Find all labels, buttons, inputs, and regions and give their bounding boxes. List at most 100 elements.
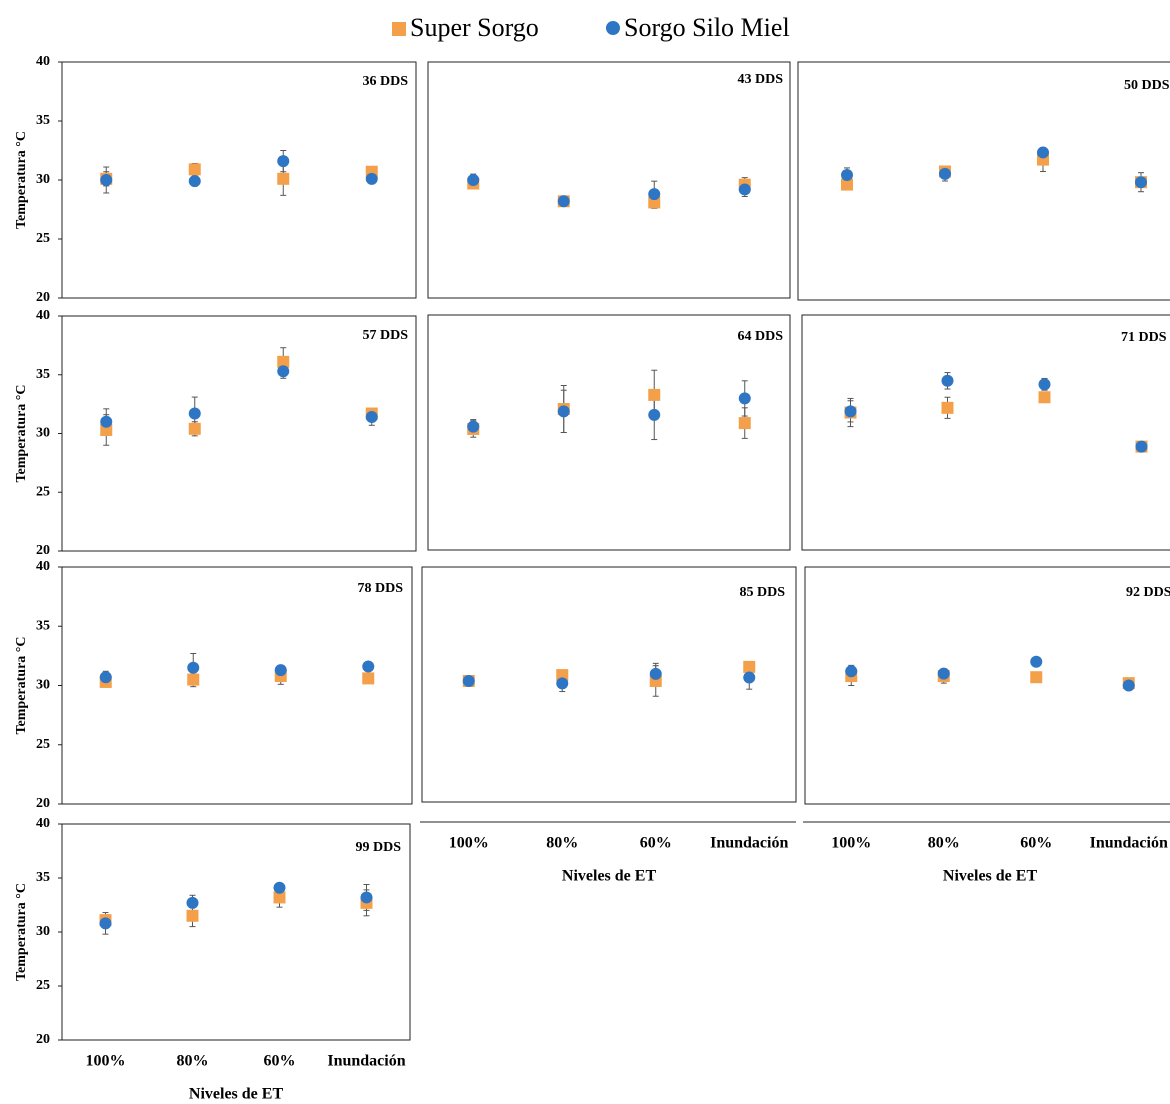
point [649, 667, 662, 680]
point [99, 917, 112, 930]
x-tick-label: Inundación [710, 835, 788, 852]
panel-title: 43 DDS [737, 72, 783, 87]
point [939, 167, 951, 180]
y-tick-label: 40 [36, 559, 50, 574]
point [273, 881, 286, 894]
point [556, 669, 569, 682]
legend-label: Super Sorgo [410, 13, 539, 42]
point [743, 671, 756, 684]
y-tick-label: 40 [36, 816, 50, 831]
point [648, 408, 661, 421]
y-axis-label: Temperatura °C [14, 883, 29, 981]
plot-frame [804, 566, 1170, 805]
y-tick-label: 40 [36, 54, 50, 69]
x-tick-label: 80% [928, 835, 960, 852]
legend-swatch [606, 21, 620, 35]
y-tick-label: 25 [36, 231, 50, 246]
plot-frame [427, 61, 791, 299]
plot-frame [797, 61, 1170, 301]
x-tick-label: Inundación [327, 1053, 405, 1070]
point [187, 661, 200, 674]
x-tick-label: 60% [1020, 835, 1052, 852]
y-tick-label: 25 [36, 978, 50, 993]
legend-label: Sorgo Silo Miel [624, 13, 790, 42]
panel-title: 64 DDS [737, 329, 783, 344]
point [738, 417, 751, 430]
point [1038, 378, 1051, 391]
y-tick-label: 35 [36, 618, 50, 633]
point [274, 664, 287, 677]
point [738, 392, 751, 405]
point [941, 374, 954, 387]
x-tick-label: 100% [831, 835, 871, 852]
point [462, 674, 475, 687]
point [557, 195, 570, 208]
point [188, 175, 201, 188]
point [844, 405, 857, 418]
y-tick-label: 35 [36, 113, 50, 128]
x-axis-label: Niveles de ET [189, 1086, 284, 1103]
y-axis-label: Temperatura °C [14, 131, 29, 229]
point [362, 660, 375, 673]
point [1122, 679, 1135, 692]
point [845, 665, 858, 678]
point [1135, 176, 1147, 189]
point [100, 174, 113, 186]
y-axis-label: Temperatura °C [14, 636, 29, 734]
y-tick-label: 35 [36, 367, 50, 382]
y-tick-label: 20 [36, 796, 50, 811]
y-tick-label: 20 [36, 1032, 50, 1047]
plot-frame [801, 314, 1170, 551]
point [941, 401, 954, 414]
point [99, 671, 112, 684]
legend-swatch [392, 22, 406, 36]
point [186, 896, 199, 909]
point [362, 672, 375, 685]
point [360, 891, 373, 904]
x-tick-label: Inundación [1090, 835, 1168, 852]
x-tick-label: 100% [86, 1053, 126, 1070]
panel-title: 50 DDS [1124, 78, 1170, 93]
point [648, 388, 661, 401]
x-axis-label: Niveles de ET [562, 868, 657, 885]
point [937, 667, 950, 680]
panel-title: 57 DDS [362, 328, 408, 343]
point [467, 420, 480, 433]
x-axis-label: Niveles de ET [943, 868, 1038, 885]
y-tick-label: 40 [36, 308, 50, 323]
point [1135, 440, 1148, 453]
point [188, 422, 201, 435]
x-tick-label: 80% [177, 1053, 209, 1070]
panel-title: 36 DDS [362, 74, 408, 89]
point [100, 423, 113, 436]
x-tick-label: 60% [640, 835, 672, 852]
point [277, 365, 290, 378]
point [648, 196, 661, 209]
panel-title: 85 DDS [739, 585, 785, 600]
y-tick-label: 30 [36, 678, 50, 693]
point [187, 673, 200, 686]
point [467, 174, 480, 186]
point [557, 405, 570, 418]
point [100, 415, 113, 428]
plot-frame [61, 823, 411, 1041]
point [743, 660, 756, 673]
point [186, 909, 199, 922]
plot-frame [61, 61, 417, 299]
x-tick-label: 60% [264, 1053, 296, 1070]
point [841, 169, 853, 182]
panel-title: 92 DDS [1126, 585, 1170, 600]
point [188, 163, 201, 176]
point [277, 355, 290, 368]
plot-frame [61, 566, 413, 805]
y-tick-label: 25 [36, 484, 50, 499]
y-tick-label: 30 [36, 172, 50, 187]
point [556, 677, 569, 690]
plot-frame [421, 566, 797, 803]
y-tick-label: 30 [36, 924, 50, 939]
point [1030, 671, 1043, 684]
point [648, 188, 661, 201]
point [1030, 655, 1043, 668]
plot-frame [61, 315, 417, 552]
